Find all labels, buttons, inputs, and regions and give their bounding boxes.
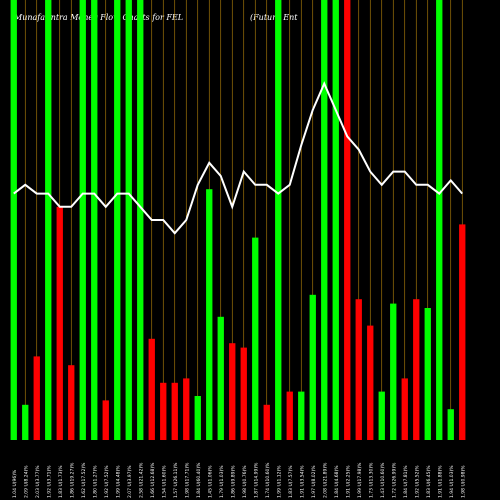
x-tick-label: 2.09 U(8.24)%: [23, 465, 29, 498]
x-tick-label: 1.73 U(13.30)%: [368, 462, 374, 498]
x-tick-label: 1.54 U(1.60)%: [161, 465, 167, 498]
x-tick-label: 1.84 U(7.81)%: [403, 465, 409, 498]
bar: [68, 365, 75, 440]
x-tick-label: 1.83 U(6.45)%: [426, 465, 432, 498]
x-tick-label: 1.83 U(7.57)%: [288, 465, 294, 498]
bar: [125, 0, 132, 440]
x-tick-label: 1.84 U(60.40)%: [196, 462, 202, 498]
x-tick-label: 1.99 U(4.48)%: [115, 465, 121, 498]
bar: [183, 378, 190, 440]
x-tick-label: 1.87 U(14.99)%: [253, 462, 259, 498]
x-tick-label: 1.98 U(0.76)%: [242, 465, 248, 498]
bar: [436, 0, 443, 440]
x-tick-label: 1.92 U(3.71)%: [46, 465, 52, 498]
chart-title-left: Munafa Intra Money Flow Charts for FEL: [14, 13, 184, 22]
bar: [413, 299, 420, 440]
x-tick-label: 1.74 U(10.60)%: [265, 462, 271, 498]
bar: [355, 299, 362, 440]
bar: [252, 237, 259, 440]
money-flow-line: [13, 81, 464, 235]
bar: [286, 391, 293, 440]
bar: [194, 396, 201, 440]
x-tick-label: 1.91 U(1.88)%: [437, 465, 443, 498]
x-tick-label: 1.98 U(17.71)%: [184, 462, 190, 498]
x-tick-label: 1.92 U(7.52)%: [104, 465, 110, 498]
bar: [401, 378, 408, 440]
x-tick-label: 1.43 U(10.60)%: [380, 462, 386, 498]
bar: [114, 0, 121, 440]
x-tick-label: 1.99 U(17.98)%: [357, 462, 363, 498]
x-tick-label: 1.66 U(12.68)%: [150, 462, 156, 498]
bar: [56, 206, 63, 440]
bar: [10, 0, 17, 440]
x-tick-label: 1.80 U(1.27)%: [92, 465, 98, 498]
x-tick-label: 1.92 U(5.52)%: [414, 465, 420, 498]
x-tick-label: 2.07 U(3.97)%: [127, 465, 133, 498]
bar: [91, 0, 98, 440]
bar: [459, 224, 466, 440]
x-tick-label: 1.04 U(96)%: [12, 469, 18, 498]
x-tick-label: 2.03 U(3.77)%: [35, 465, 41, 498]
x-tick-label: 1.79 U(1.03)%: [219, 465, 225, 498]
x-tick-label: 1.97 U(8.02)%: [311, 465, 317, 498]
x-tick-label: 1.94 U(1.03)%: [449, 465, 455, 498]
bar: [22, 404, 29, 440]
bar: [332, 0, 339, 440]
bar: [309, 294, 316, 440]
bar: [206, 189, 213, 440]
x-tick-label: 1.62 U(17.52)%: [81, 462, 87, 498]
chart-title-right: (Future Ent: [250, 13, 298, 22]
bar: [79, 0, 86, 440]
bar: [344, 0, 351, 440]
bar: [263, 404, 270, 440]
x-tick-label: 1.45 U(1.06)%: [207, 465, 213, 498]
bar: [298, 391, 305, 440]
x-tick-label: 1.72 U(26.99)%: [391, 462, 397, 498]
bar: [447, 409, 454, 440]
x-tick-label: 2.58 U(21.42)%: [138, 462, 144, 498]
bar: [275, 0, 282, 440]
bar: [390, 303, 397, 440]
x-tick-label: 1.83 U(1.73)%: [58, 465, 64, 498]
bar: [45, 0, 52, 440]
bar: [229, 343, 236, 440]
x-tick-label: 1.84 U(4.68)%: [334, 465, 340, 498]
bar: [171, 382, 178, 440]
bar: [378, 391, 385, 440]
x-tick-label: 1.99 U(1.12)%: [276, 465, 282, 498]
bar: [160, 382, 167, 440]
x-tick-label: 2.08 U(21.89)%: [322, 462, 328, 498]
x-tick-label: 1.91 U(2.25)%: [345, 465, 351, 498]
bar: [424, 308, 431, 440]
x-tick-label: 1.91 U(3.54)%: [299, 465, 305, 498]
x-tick-label: 1.86 U(9.89)%: [230, 465, 236, 498]
bar: [321, 0, 328, 440]
x-tick-label: 1.57 U(26.11)%: [173, 462, 179, 498]
bar: [240, 347, 247, 440]
bar: [217, 316, 224, 440]
bar: [137, 0, 144, 440]
bar: [102, 400, 109, 440]
bar: [148, 338, 155, 440]
bar: [367, 325, 374, 440]
x-tick-label: 1.86 U(19.27)%: [69, 462, 75, 498]
x-tick-label: 1.98 U(0.98)%: [460, 465, 466, 498]
bar: [33, 356, 40, 440]
